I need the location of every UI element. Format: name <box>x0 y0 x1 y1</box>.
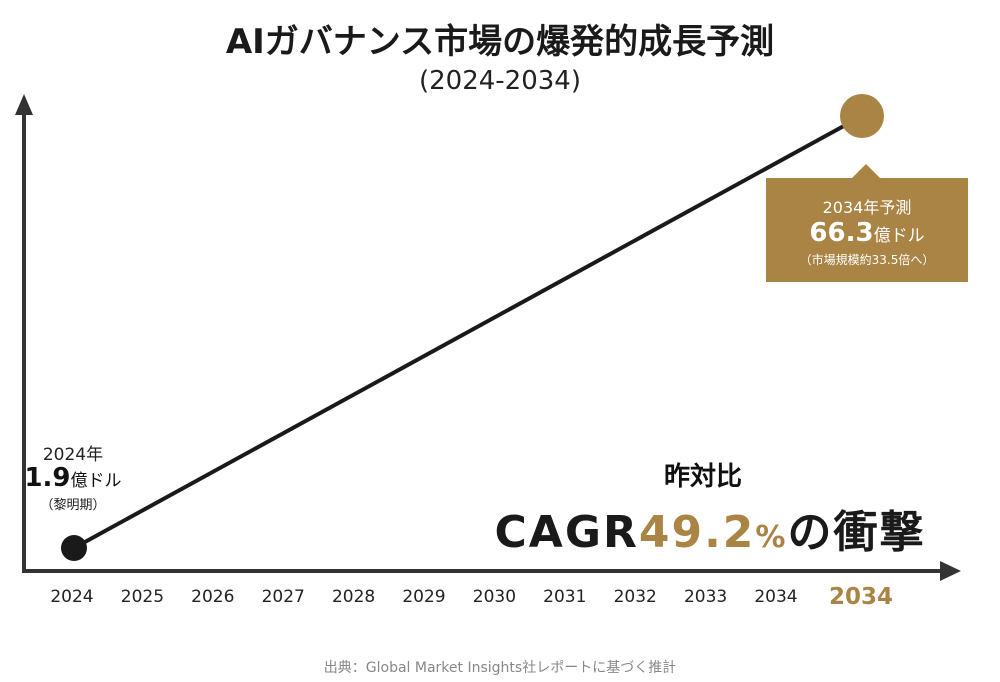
x-tick-label: 2031 <box>543 587 586 607</box>
x-tick-label: 2027 <box>262 587 305 607</box>
cagr-heading: 昨対比 <box>663 462 742 492</box>
x-tick-labels: 2024 2025 2026 2027 2028 2029 2030 2031 2032 2033… <box>50 584 893 610</box>
x-tick-label: 2026 <box>191 587 234 607</box>
x-tick-label: 2032 <box>614 587 657 607</box>
start-value-number: 1.9 <box>24 463 71 493</box>
end-value: 66.3億ドル <box>766 218 968 251</box>
y-axis-arrow <box>15 94 33 115</box>
series-line <box>73 114 863 550</box>
end-callout: 2034年予測 66.3億ドル （市場規模約33.5倍へ） <box>766 164 968 282</box>
series-layer <box>61 94 884 561</box>
x-tick-label: 2033 <box>684 587 727 607</box>
data-point-start <box>61 535 87 561</box>
axes <box>15 94 961 581</box>
end-value-number: 66.3 <box>809 218 874 248</box>
x-tick-label: 2030 <box>473 587 516 607</box>
start-note: （黎明期） <box>40 498 106 513</box>
start-annotation: 2024年 1.9億ドル （黎明期） <box>18 440 128 513</box>
start-value-unit: 億ドル <box>70 471 122 491</box>
chart-title: AIガバナンス市場の爆発的成長予測 <box>225 22 775 62</box>
x-tick-label: 2028 <box>332 587 375 607</box>
end-year: 2034年予測 <box>822 198 912 217</box>
end-value-unit: 億ドル <box>873 226 925 246</box>
cagr-value: 49.2 <box>638 507 756 558</box>
x-axis-arrow <box>940 561 961 581</box>
cagr-statement: CAGR49.2%の衝撃 <box>470 496 950 560</box>
x-tick-label: 2025 <box>121 587 164 607</box>
source-note: 出典：Global Market Insights社レポートに基づく推計 <box>323 660 677 676</box>
x-tick-label-highlight: 2034 <box>829 584 893 610</box>
cagr-prefix: CAGR <box>494 507 639 558</box>
chart-subtitle: (2024-2034) <box>418 66 581 96</box>
x-tick-label: 2024 <box>50 587 93 607</box>
cagr-suffix: の衝撃 <box>787 507 926 558</box>
start-value: 1.9億ドル <box>18 465 128 494</box>
x-tick-label: 2029 <box>402 587 445 607</box>
end-note: （市場規模約33.5倍へ） <box>799 253 935 267</box>
x-tick-label: 2034 <box>754 587 797 607</box>
start-year: 2024年 <box>42 445 104 465</box>
data-point-end <box>840 94 884 138</box>
cagr-percent: % <box>755 520 788 555</box>
